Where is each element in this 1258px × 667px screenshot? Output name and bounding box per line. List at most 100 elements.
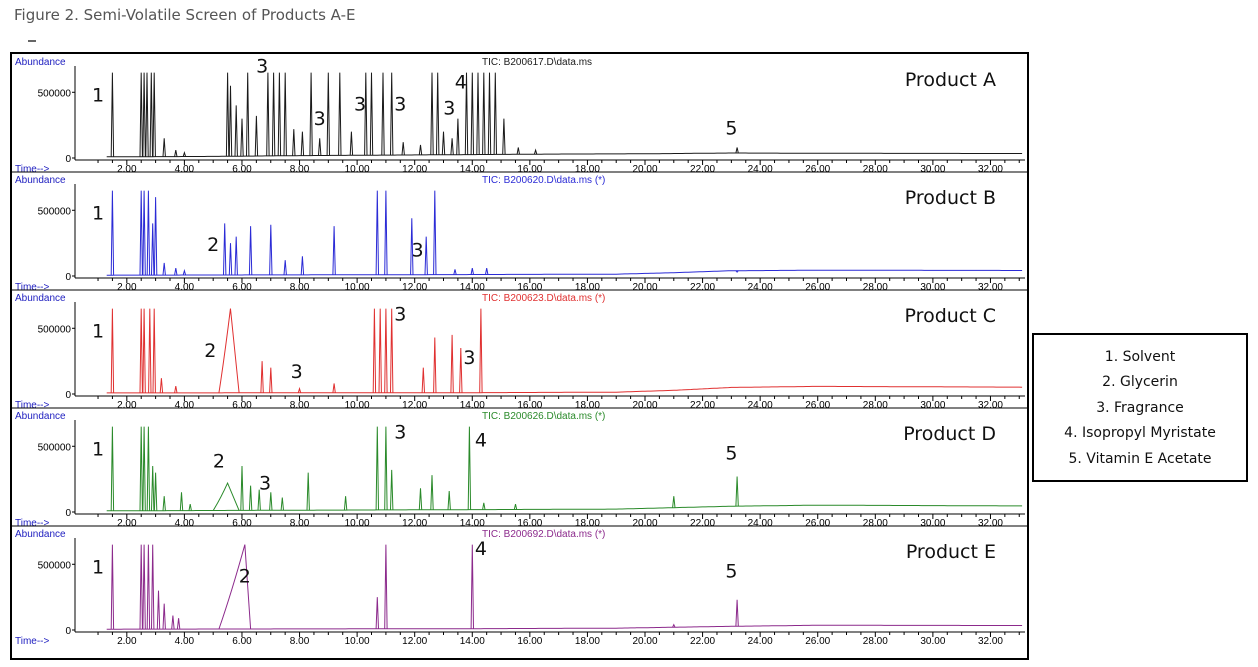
peak-annotation: 3 bbox=[443, 98, 455, 120]
x-tick-label: 30.00 bbox=[920, 400, 945, 411]
chromatogram-peak bbox=[139, 190, 143, 276]
peak-annotation: 4 bbox=[455, 71, 467, 93]
peak-annotation: 3 bbox=[394, 94, 406, 116]
x-tick-label: 6.00 bbox=[232, 164, 252, 175]
chromatogram-peak bbox=[148, 308, 152, 393]
x-tick-label: 8.00 bbox=[290, 164, 310, 175]
x-tick-label: 12.00 bbox=[402, 518, 427, 529]
x-tick-label: 10.00 bbox=[345, 282, 370, 293]
chromatogram-frame: Abundance TIC: B200617.D\data.ms Product A… bbox=[10, 52, 1029, 660]
chromatogram-peak bbox=[240, 465, 244, 511]
chromatogram-peak bbox=[390, 72, 394, 156]
baseline-trace bbox=[106, 269, 1023, 276]
chromatogram-peak bbox=[433, 337, 437, 393]
x-tick-label: 22.00 bbox=[690, 518, 715, 529]
product-label: Product B bbox=[905, 187, 996, 209]
chromatogram-peak bbox=[146, 190, 151, 276]
chromatogram-peak bbox=[162, 603, 166, 630]
peak-annotation: 2 bbox=[213, 450, 225, 472]
chromatogram-peak bbox=[182, 268, 187, 276]
chromatogram-peak bbox=[174, 386, 178, 393]
x-tick-label: 30.00 bbox=[920, 518, 945, 529]
x-tick-label: 24.00 bbox=[748, 636, 773, 647]
x-tick-label: 6.00 bbox=[232, 636, 252, 647]
x-tick-label: 14.00 bbox=[460, 518, 485, 529]
x-tick-label: 12.00 bbox=[402, 282, 427, 293]
x-tick-label: 20.00 bbox=[632, 400, 657, 411]
time-axis-label: Time--> bbox=[15, 400, 50, 411]
chromatogram-peak bbox=[482, 72, 486, 155]
chromatogram-peak bbox=[277, 72, 282, 156]
chromatogram-peak bbox=[401, 142, 405, 156]
chromatogram-peak bbox=[142, 190, 146, 276]
chromatogram-peak bbox=[280, 497, 284, 511]
y-tick-label: 0 bbox=[65, 272, 71, 283]
x-tick-label: 4.00 bbox=[175, 636, 195, 647]
chromatogram-peak bbox=[343, 496, 348, 511]
chromatogram-peak bbox=[110, 72, 115, 157]
chromatogram-peak bbox=[142, 426, 146, 511]
chromatogram-peak bbox=[369, 72, 374, 156]
peak-annotation: 3 bbox=[256, 56, 268, 78]
chromatogram-peak bbox=[476, 72, 480, 155]
chromatogram-peak bbox=[234, 105, 238, 157]
abundance-label: Abundance bbox=[15, 293, 66, 304]
chromatogram-peak bbox=[381, 72, 385, 156]
chromatogram-peak bbox=[257, 489, 261, 511]
x-tick-label: 4.00 bbox=[175, 518, 195, 529]
x-tick-label: 18.00 bbox=[575, 400, 600, 411]
peak-annotation: 5 bbox=[725, 560, 737, 582]
y-tick-label: 0 bbox=[65, 508, 71, 519]
chromatogram-peak bbox=[271, 72, 276, 156]
chromatogram-peak bbox=[159, 378, 164, 393]
chromatogram-peak bbox=[306, 472, 310, 511]
chromatogram-peak bbox=[470, 268, 474, 275]
chromatogram-peak bbox=[142, 544, 146, 630]
chromatogram-peak bbox=[349, 131, 354, 156]
time-axis-label: Time--> bbox=[15, 164, 50, 175]
chromatogram-peak bbox=[228, 243, 233, 276]
x-tick-label: 14.00 bbox=[460, 636, 485, 647]
chromatogram-peak bbox=[502, 118, 506, 155]
chromatogram-peak bbox=[162, 262, 166, 276]
legend-item-vitamin-e-acetate: 5. Vitamin E Acetate bbox=[1068, 450, 1212, 467]
chromatogram-peak bbox=[735, 476, 739, 507]
x-tick-label: 26.00 bbox=[805, 636, 830, 647]
chromatogram-peak bbox=[433, 190, 437, 275]
x-tick-label: 28.00 bbox=[863, 400, 888, 411]
peak-annotation: 3 bbox=[412, 239, 424, 261]
baseline-trace bbox=[106, 385, 1023, 394]
chromatogram-peak bbox=[441, 131, 446, 155]
y-tick-label: 0 bbox=[65, 626, 71, 637]
chromatogram-peak bbox=[188, 504, 192, 511]
chromatogram-peak bbox=[142, 72, 146, 157]
x-tick-label: 8.00 bbox=[290, 518, 310, 529]
y-tick-label: 500000 bbox=[38, 560, 72, 571]
chromatogram-peak bbox=[110, 308, 115, 393]
x-tick-label: 10.00 bbox=[345, 518, 370, 529]
peak-annotation: 5 bbox=[725, 442, 737, 464]
time-axis-label: Time--> bbox=[15, 518, 50, 529]
chromatogram-peak bbox=[513, 503, 518, 510]
abundance-label: Abundance bbox=[15, 411, 66, 422]
x-tick-label: 2.00 bbox=[117, 636, 137, 647]
chromatogram-peak bbox=[269, 492, 273, 511]
chromatogram-peak bbox=[151, 544, 155, 630]
chromatogram-peak bbox=[174, 268, 178, 276]
peak-annotation: 5 bbox=[725, 117, 737, 139]
chromatogram-peak bbox=[228, 85, 233, 157]
baseline-trace bbox=[106, 152, 1023, 158]
x-tick-label: 30.00 bbox=[920, 282, 945, 293]
chromatogram-peak bbox=[456, 118, 460, 155]
chromatogram-peak bbox=[151, 465, 155, 511]
peak-legend: 1. Solvent 2. Glycerin 3. Fragrance 4. I… bbox=[1032, 333, 1248, 482]
x-tick-label: 14.00 bbox=[460, 400, 485, 411]
x-tick-label: 32.00 bbox=[978, 400, 1003, 411]
chromatogram-peak bbox=[283, 260, 287, 275]
chromatogram-peak bbox=[384, 190, 388, 275]
chromatogram-peak bbox=[145, 72, 149, 157]
chromatogram-peak bbox=[479, 308, 483, 393]
x-tick-label: 8.00 bbox=[290, 282, 310, 293]
chromatogram-peak bbox=[269, 224, 273, 275]
chromatogram-peak bbox=[485, 268, 489, 275]
